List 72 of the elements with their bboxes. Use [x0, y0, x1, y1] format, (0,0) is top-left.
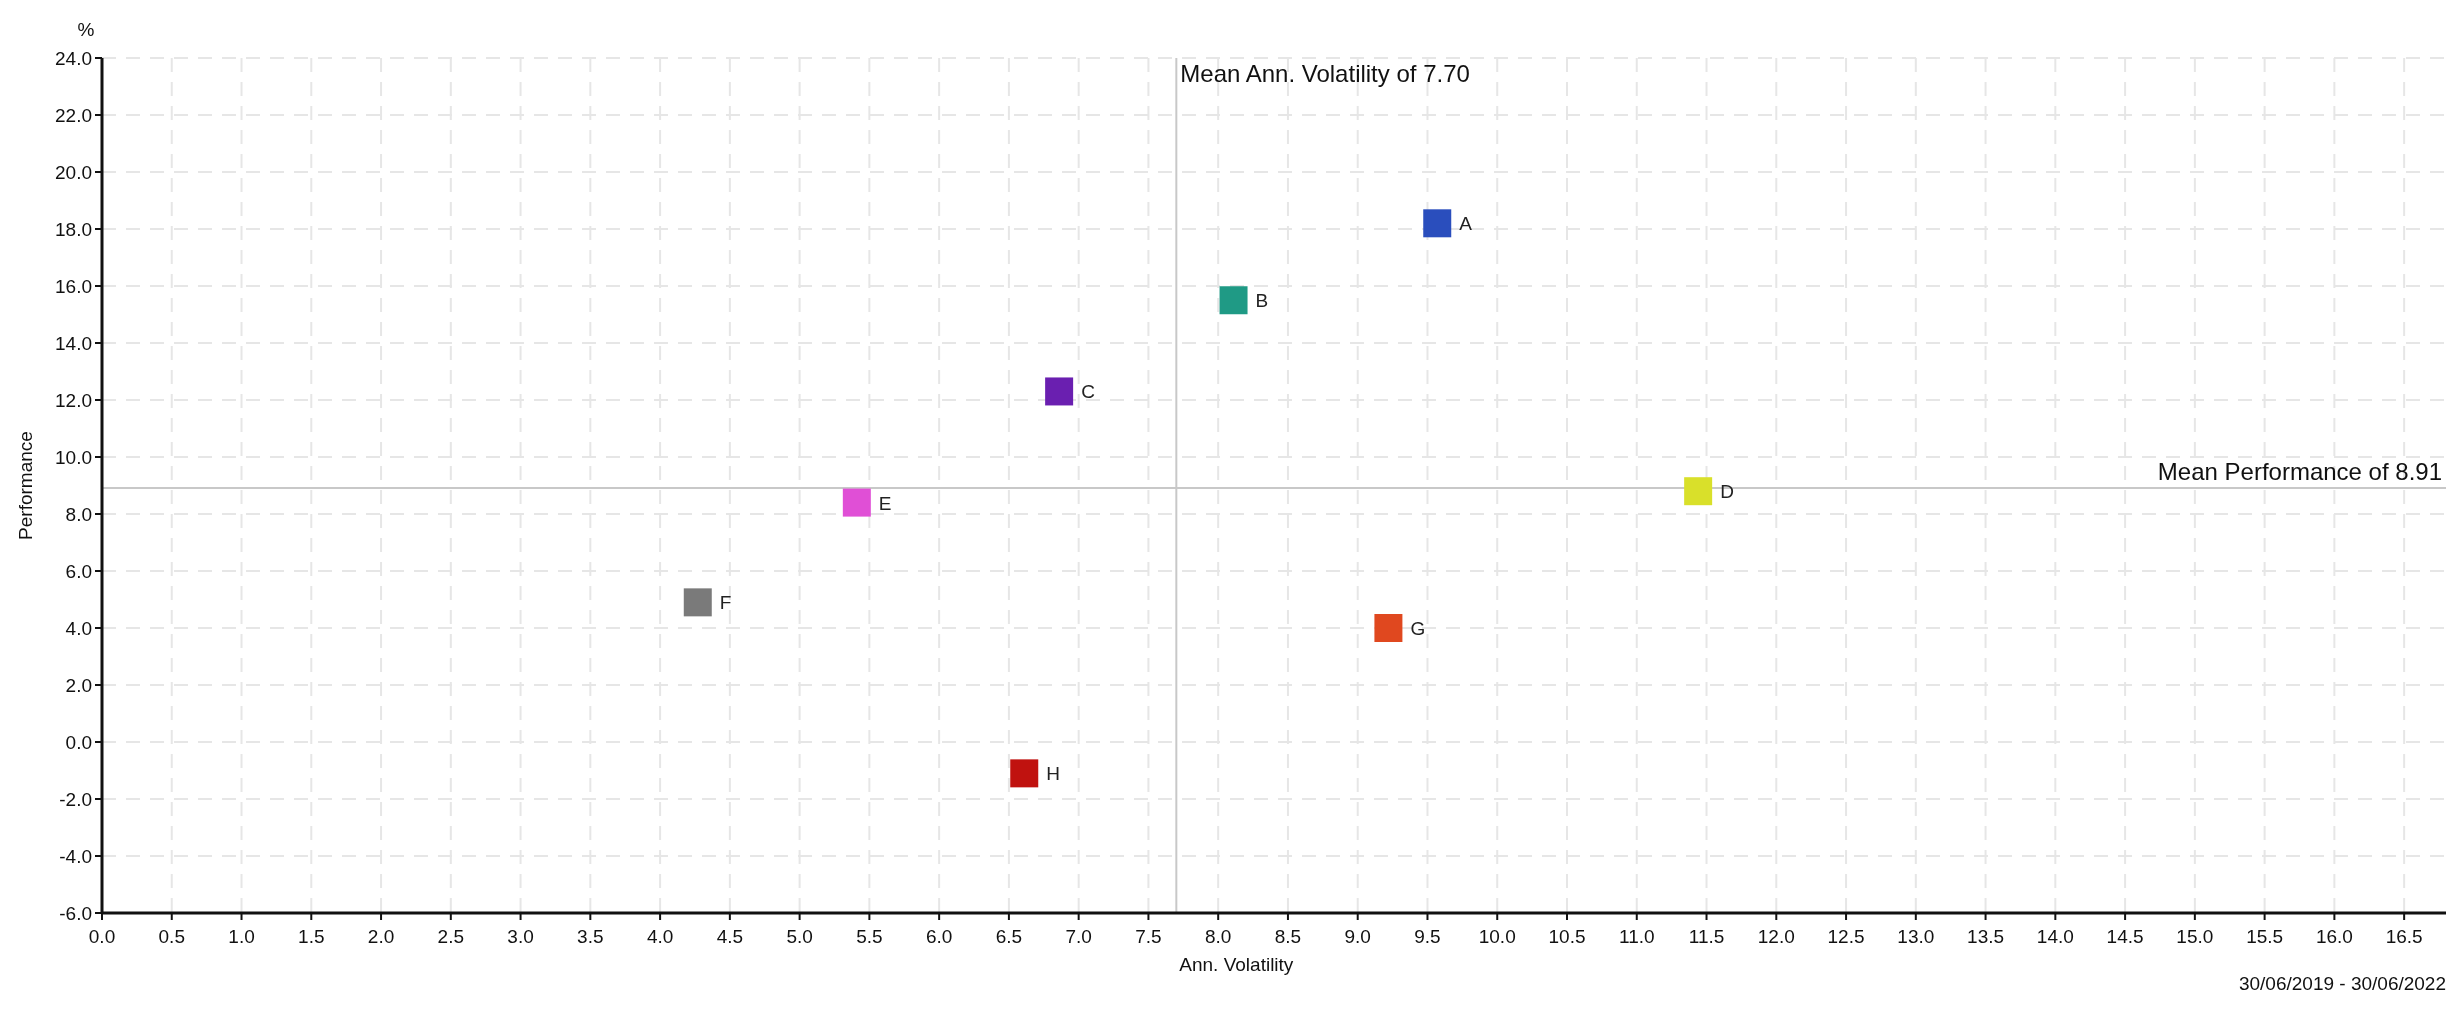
point	[683, 588, 712, 617]
x-tick-label: 14.0	[2036, 926, 2074, 947]
x-tick-label: 4.0	[646, 926, 674, 947]
x-tick-label: 6.0	[925, 926, 953, 947]
y-tick-label: 4.0	[65, 618, 92, 639]
y-tick-label: 10.0	[55, 447, 92, 468]
ref-line-label: Mean Performance of 8.91	[2157, 458, 2442, 486]
y-tick-label: 2.0	[65, 675, 92, 696]
y-tick-label: 0.0	[65, 732, 92, 753]
point	[1684, 477, 1713, 506]
y-tick-label: 6.0	[65, 561, 92, 582]
point	[842, 488, 871, 517]
y-tick-label: 16.0	[55, 276, 92, 297]
series-label: D	[1720, 481, 1734, 503]
point	[1374, 614, 1403, 642]
y-tick-label: 12.0	[55, 390, 92, 411]
x-tick-label: 9.0	[1344, 926, 1371, 947]
x-tick-label: 0.5	[158, 926, 185, 947]
point	[1045, 377, 1074, 406]
x-tick-label: 1.0	[228, 926, 255, 947]
x-tick-label: 14.5	[2106, 926, 2144, 947]
x-tick-label: 10.0	[1478, 926, 1516, 947]
x-tick-label: 6.5	[995, 926, 1023, 947]
x-tick-label: 7.0	[1065, 926, 1092, 947]
x-tick-label: 7.5	[1135, 926, 1162, 947]
ref-line-label: Mean Ann. Volatility of 7.70	[1180, 60, 1470, 87]
y-tick-label: -2.0	[59, 789, 92, 810]
series-label: B	[1255, 290, 1269, 312]
y-tick-label: 14.0	[55, 333, 92, 354]
x-tick-label: 16.5	[2385, 926, 2423, 947]
x-tick-label: 2.0	[367, 926, 395, 947]
series-label: G	[1410, 618, 1426, 639]
x-tick-label: 11.0	[1618, 926, 1655, 947]
x-tick-label: 16.0	[2315, 926, 2353, 947]
x-tick-label: 8.0	[1204, 926, 1232, 947]
y-tick-label: 22.0	[55, 105, 92, 126]
x-tick-label: 13.5	[1967, 926, 2005, 947]
x-tick-label: 15.0	[2176, 926, 2214, 947]
series-label: C	[1081, 381, 1095, 403]
x-tick-label: 11.5	[1688, 926, 1725, 947]
x-tick-label: 3.5	[577, 926, 604, 947]
x-tick-label: 5.0	[786, 926, 813, 947]
x-tick-label: 10.5	[1548, 926, 1586, 947]
x-axis-title: Ann. Volatility	[1179, 954, 1294, 975]
x-tick-label: 13.0	[1897, 926, 1935, 947]
x-tick-label: 2.5	[437, 926, 465, 947]
y-axis-title: Performance	[15, 431, 36, 540]
y-tick-label: -6.0	[59, 903, 92, 924]
x-tick-label: 8.5	[1274, 926, 1302, 947]
y-tick-label: 18.0	[55, 219, 92, 240]
series-label: A	[1459, 213, 1473, 235]
x-tick-label: 12.0	[1757, 926, 1795, 947]
series-label: F	[719, 592, 732, 614]
y-tick-label: 20.0	[55, 162, 92, 183]
series-label: H	[1046, 763, 1060, 785]
point	[1219, 286, 1248, 315]
point	[1423, 209, 1452, 238]
x-tick-label: 5.5	[856, 926, 883, 947]
y-tick-label: -4.0	[59, 846, 92, 867]
x-tick-label: 12.5	[1827, 926, 1865, 947]
x-tick-label: 1.5	[298, 926, 325, 947]
text: 30/06/2019 - 30/06/2022	[2238, 973, 2446, 994]
y-tick-label: 8.0	[65, 504, 92, 525]
x-tick-label: 3.0	[507, 926, 534, 947]
x-tick-label: 4.5	[716, 926, 744, 947]
point	[1010, 759, 1039, 788]
text: %	[77, 19, 95, 40]
x-tick-label: 0.0	[88, 926, 116, 947]
y-tick-label: 24.0	[55, 48, 92, 69]
x-tick-label: 15.5	[2246, 926, 2284, 947]
series-label: E	[878, 492, 892, 514]
x-tick-label: 9.5	[1414, 926, 1441, 947]
